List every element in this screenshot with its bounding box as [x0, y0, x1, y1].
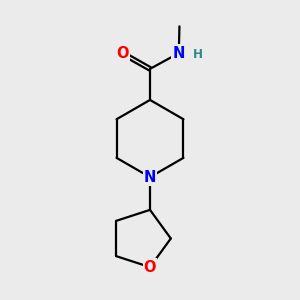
Text: O: O — [144, 260, 156, 274]
Text: O: O — [116, 46, 128, 61]
Text: N: N — [172, 46, 185, 61]
Text: N: N — [144, 170, 156, 185]
Text: H: H — [193, 48, 203, 61]
